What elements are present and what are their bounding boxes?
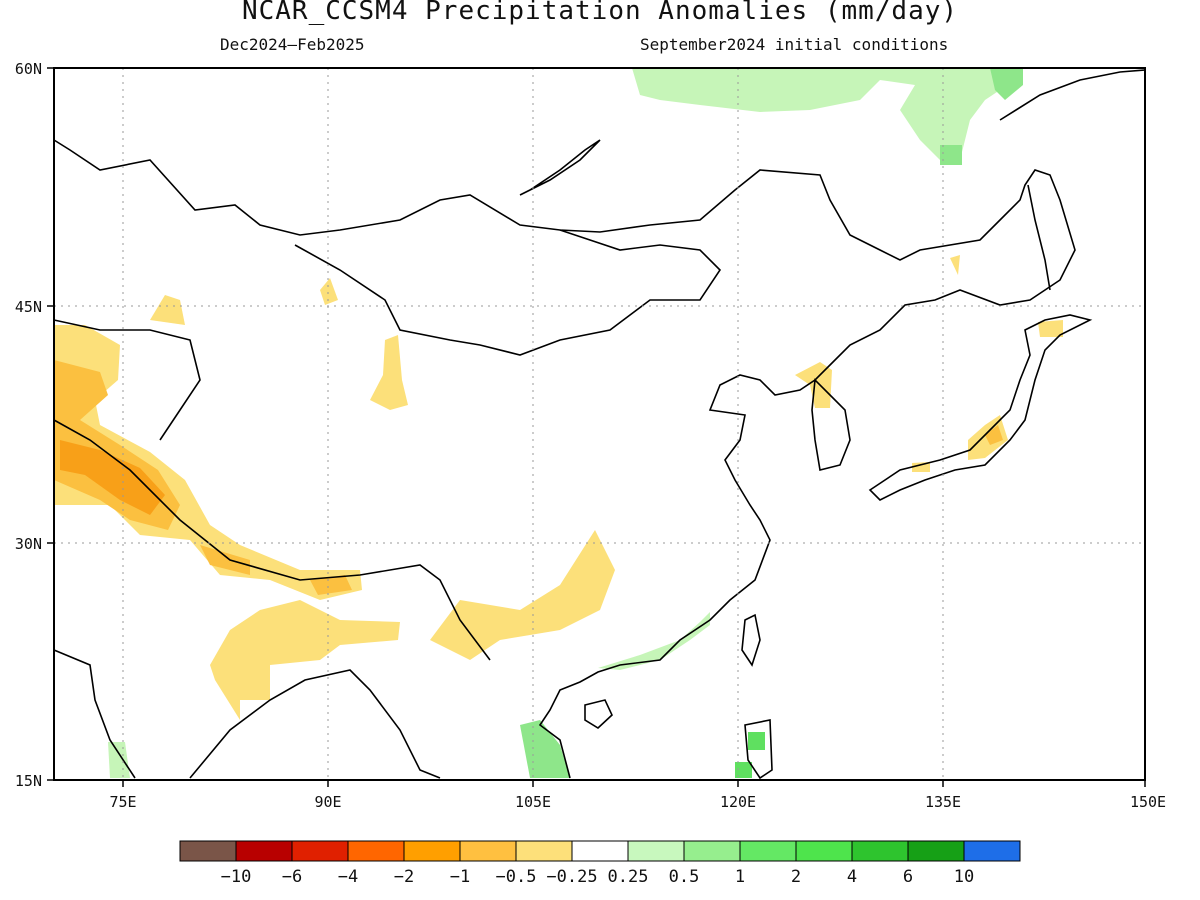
wet-anomaly-philippines (748, 732, 765, 750)
east-asia-coastline (54, 140, 1075, 778)
lon-label-150e: 150E (1130, 793, 1166, 811)
legend-label: −10 (221, 867, 252, 887)
legend-label: −1 (450, 867, 470, 887)
legend-swatch (908, 841, 964, 861)
legend-swatch (404, 841, 460, 861)
legend-swatch (460, 841, 516, 861)
lat-label-15n: 15N (15, 772, 42, 790)
legend-label: 0.5 (669, 867, 700, 887)
legend-label: −6 (282, 867, 302, 887)
dry-anomaly-hokkaido (1038, 320, 1063, 337)
legend-swatch (628, 841, 684, 861)
lon-label-105e: 105E (515, 793, 551, 811)
legend-label: 10 (954, 867, 974, 887)
wet-anomaly-okhotsk-2 (940, 145, 962, 165)
legend-swatch (292, 841, 348, 861)
legend-label: 6 (903, 867, 913, 887)
wet-anomaly-okhotsk (990, 68, 1023, 100)
taiwan (742, 615, 760, 665)
legend-label: 1 (735, 867, 745, 887)
axis-ticks (47, 68, 1145, 787)
legend-label: −0.25 (546, 867, 597, 887)
dry-anomaly-gobi (370, 335, 408, 410)
legend-swatch (516, 841, 572, 861)
dry-anomaly-kazakh (150, 295, 185, 325)
legend-swatch (964, 841, 1020, 861)
color-legend-labels: −10 −6 −4 −2 −1 −0.5 −0.25 0.25 0.5 1 2 4 6 10 (221, 867, 975, 887)
sakhalin (1028, 185, 1050, 290)
legend-label: 4 (847, 867, 857, 887)
dry-anomaly-bengal (210, 600, 400, 720)
legend-swatch (684, 841, 740, 861)
legend-label: −0.5 (496, 867, 537, 887)
legend-swatch (572, 841, 628, 861)
legend-label: −2 (394, 867, 414, 887)
lat-label-45n: 45N (15, 298, 42, 316)
legend-label: −4 (338, 867, 358, 887)
lon-label-135e: 135E (925, 793, 961, 811)
lon-label-120e: 120E (720, 793, 756, 811)
legend-label: 2 (791, 867, 801, 887)
japan-honshu (870, 315, 1090, 500)
color-legend (180, 841, 1020, 861)
legend-swatch (180, 841, 236, 861)
lake-baikal (520, 140, 600, 195)
china-mongolia-border (295, 230, 720, 355)
lon-label-90e: 90E (314, 793, 341, 811)
legend-swatch (852, 841, 908, 861)
lat-label-30n: 30N (15, 535, 42, 553)
dry-anomaly-south-china (430, 530, 615, 660)
legend-swatch (740, 841, 796, 861)
wet-anomaly-india-west (108, 742, 130, 778)
legend-label: 0.25 (608, 867, 649, 887)
dry-anomaly-sakhalin (950, 255, 960, 275)
lon-label-75e: 75E (109, 793, 136, 811)
legend-swatch (236, 841, 292, 861)
dry-anomaly-xinjiang (320, 278, 338, 305)
hainan (585, 700, 612, 728)
legend-swatch (348, 841, 404, 861)
lat-label-60n: 60N (15, 60, 42, 78)
legend-swatch (796, 841, 852, 861)
